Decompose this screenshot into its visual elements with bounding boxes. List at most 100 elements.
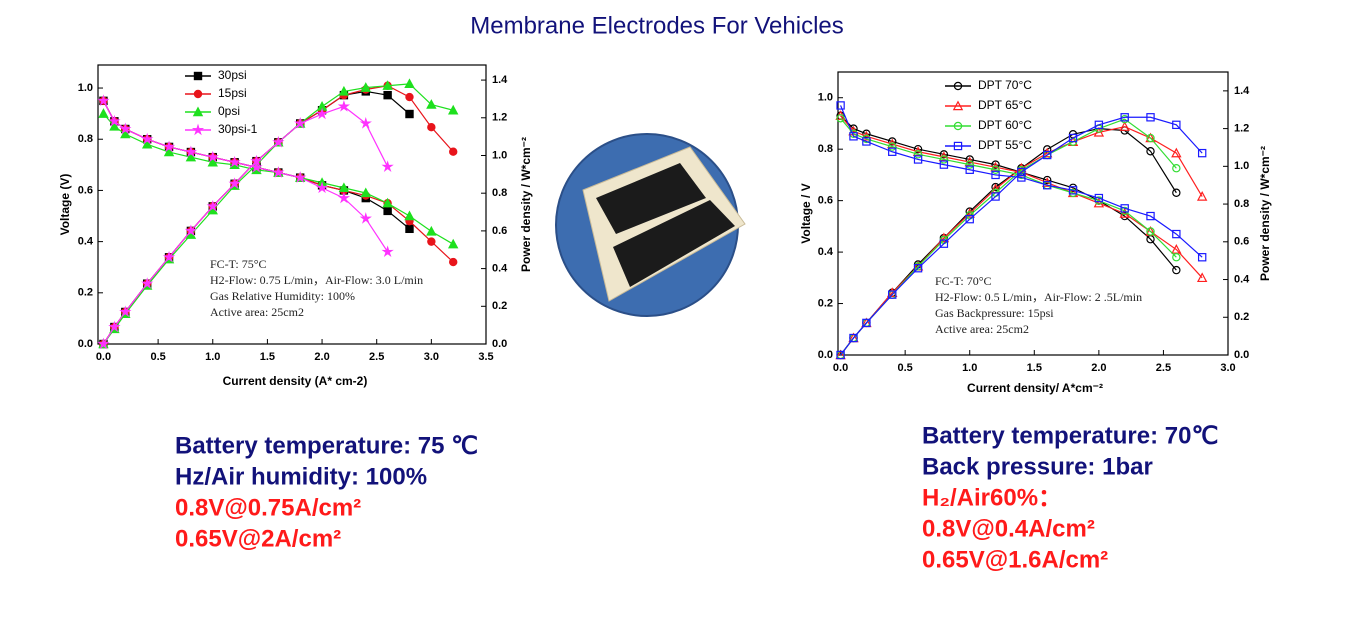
y-tick-label: 0.0 [818, 349, 833, 361]
note: Battery temperature: 70℃ [922, 422, 1218, 449]
marker [382, 80, 393, 90]
marker [108, 320, 121, 333]
y2-tick-label: 0.8 [492, 187, 507, 199]
note: 0.65V@2A/cm² [175, 525, 341, 552]
marker [228, 177, 241, 189]
voltage-line [103, 113, 454, 245]
marker [184, 224, 198, 237]
x-tick-label: 2.5 [369, 351, 384, 363]
annotation: H2-Flow: 0.75 L/min，Air-Flow: 3.0 L/min [210, 273, 423, 287]
marker [913, 264, 923, 273]
marker [1197, 253, 1207, 262]
marker [405, 109, 414, 119]
y-tick-label: 1.0 [818, 92, 833, 104]
y-axis-label: Voltage / V [799, 183, 813, 243]
marker [272, 166, 285, 178]
marker [1017, 167, 1026, 177]
marker [207, 156, 218, 167]
legend-label: DPT 55°C [978, 138, 1032, 152]
marker [404, 210, 415, 221]
y2-axis-label: Power density / W*cm⁻² [519, 137, 533, 272]
marker [888, 290, 897, 299]
marker [913, 150, 923, 159]
y-tick-label: 0.6 [78, 184, 93, 196]
y-tick-label: 0.6 [818, 195, 833, 207]
marker [1146, 147, 1155, 156]
x-tick-label: 0.0 [96, 351, 111, 363]
note: 0.8V@0.75A/cm² [175, 494, 361, 521]
marker [913, 155, 923, 164]
marker [991, 160, 1000, 169]
plot-frame [837, 71, 1229, 356]
marker [97, 94, 110, 107]
marker [849, 333, 858, 343]
x-tick-label: 0.5 [898, 362, 913, 374]
marker [337, 100, 351, 112]
y2-tick-label: 0.8 [1234, 198, 1249, 210]
marker [97, 337, 110, 350]
marker [1172, 120, 1181, 130]
marker [381, 160, 394, 173]
voltage-line [840, 117, 1177, 258]
marker [1172, 188, 1181, 197]
marker [206, 150, 219, 163]
power-line [102, 83, 454, 345]
marker [449, 257, 458, 267]
power-line [840, 116, 1203, 356]
marker [427, 123, 436, 132]
marker [1172, 253, 1181, 262]
marker [1196, 191, 1208, 201]
marker [383, 206, 392, 216]
marker [359, 117, 372, 129]
marker [1171, 147, 1182, 158]
marker [1172, 265, 1181, 275]
marker [294, 171, 307, 183]
marker [939, 155, 949, 164]
marker [141, 138, 153, 149]
marker [1094, 193, 1104, 203]
marker [426, 225, 437, 236]
marker [1068, 186, 1078, 195]
x-tick-label: 2.0 [314, 351, 329, 363]
marker [98, 108, 109, 118]
x-tick-label: 2.5 [1156, 362, 1171, 374]
marker [404, 78, 415, 89]
legend-label: DPT 65°C [978, 98, 1032, 112]
legend-label: 30psi-1 [218, 122, 258, 136]
y2-tick-label: 1.0 [492, 149, 507, 161]
legend-marker [193, 71, 203, 81]
marker [108, 114, 121, 127]
marker [913, 144, 923, 154]
marker [382, 197, 393, 208]
marker [1146, 211, 1155, 221]
x-tick-label: 0.0 [833, 362, 848, 374]
plot-frame [97, 64, 487, 345]
marker [294, 117, 307, 129]
marker [1120, 113, 1129, 122]
note: H₂/Air60%： [922, 484, 1062, 511]
marker [448, 104, 459, 115]
marker [206, 199, 219, 212]
annotation: Gas Relative Humidity: 100% [210, 289, 355, 303]
y2-tick-label: 0.0 [492, 338, 507, 350]
power-line [840, 126, 1203, 356]
marker [1197, 148, 1207, 158]
x-tick-label: 1.5 [260, 351, 275, 363]
marker [1119, 121, 1130, 131]
annotation: Gas Backpressure: 15psi [935, 306, 1054, 320]
y-tick-label: 1.0 [78, 82, 93, 94]
marker [888, 142, 897, 151]
marker [228, 155, 241, 168]
marker [1172, 164, 1181, 173]
marker [1146, 133, 1155, 143]
y2-tick-label: 1.2 [492, 112, 507, 124]
marker [337, 191, 351, 204]
marker [184, 145, 198, 158]
marker [1068, 133, 1078, 143]
x-tick-label: 3.0 [1220, 362, 1235, 374]
legend-label: 0psi [218, 104, 240, 118]
y-tick-label: 0.8 [818, 143, 833, 155]
marker [849, 132, 858, 141]
marker [1094, 120, 1104, 130]
y2-tick-label: 0.4 [492, 263, 508, 275]
